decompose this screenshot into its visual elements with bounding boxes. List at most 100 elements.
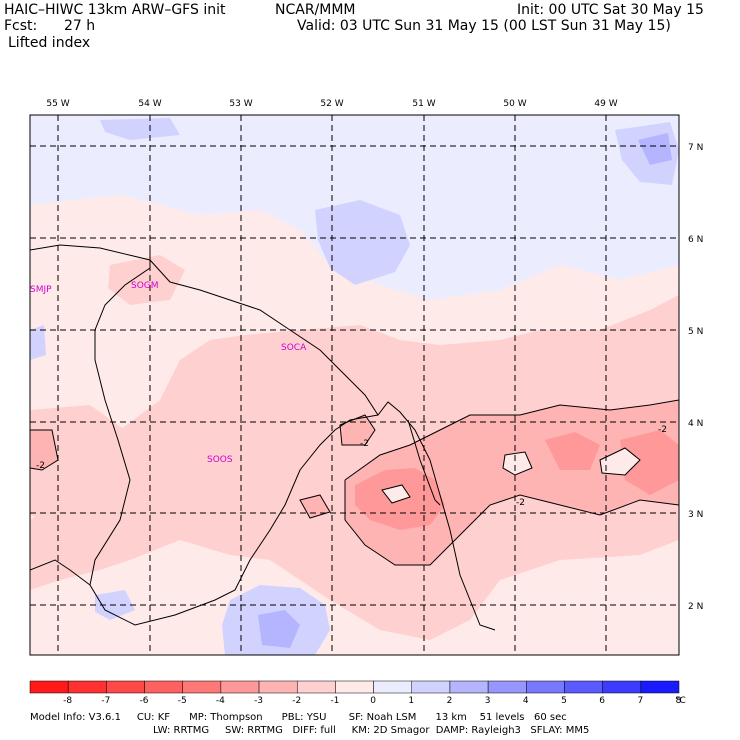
- lon-label: 49 W: [594, 99, 617, 109]
- river-oyapock: [407, 419, 441, 506]
- station-labels: SMJP SOGM SOCA SOOS: [30, 281, 307, 465]
- field-neg-1: [30, 295, 679, 640]
- forecast-hour: 27 h: [64, 18, 96, 34]
- colorbar-swatch: [67, 680, 107, 694]
- model-info-line2: LW: RRTMG SW: RRTMG DIFF: full KM: 2D Sm…: [153, 725, 590, 736]
- contour-label: -2: [516, 498, 525, 508]
- field-neg-3-core-b: [545, 432, 600, 470]
- lon-label: 50 W: [503, 99, 526, 109]
- map-field: [30, 115, 679, 655]
- lat-label: 6 N: [688, 235, 703, 245]
- colorbar-label: 1: [408, 696, 414, 706]
- field-pos-core-ne: [638, 133, 672, 165]
- colorbar-label: 2: [447, 696, 453, 706]
- init-time: Init: 00 UTC Sat 30 May 15: [517, 2, 704, 18]
- contour-label-group: -2 -2 -2 -2: [36, 425, 667, 508]
- colorbar-label: -8: [63, 696, 72, 706]
- colorbar-swatch: [602, 680, 642, 694]
- colorbar-label: -6: [140, 696, 149, 706]
- station-label: SMJP: [30, 285, 52, 295]
- station-label: SOOS: [207, 455, 233, 465]
- contour-small: [299, 494, 331, 519]
- contour-east-south: [344, 480, 679, 566]
- lat-label: 3 N: [688, 510, 703, 520]
- contour-lines: [30, 399, 679, 566]
- colorbar-label: 8: [676, 696, 682, 706]
- lon-label: 51 W: [412, 99, 435, 109]
- lat-label: 4 N: [688, 419, 703, 429]
- contour-hole-c: [381, 484, 411, 504]
- colorbar-swatch: [335, 680, 374, 694]
- lon-label: 53 W: [229, 99, 252, 109]
- colorbar-label: 4: [523, 696, 529, 706]
- field-neg-2-west: [30, 430, 58, 470]
- colorbar-label: 7: [637, 696, 643, 706]
- field-hole-a: [503, 452, 532, 475]
- lat-label: 5 N: [688, 327, 703, 337]
- graticule: [30, 115, 679, 655]
- forecast-label: Fcst:: [4, 18, 38, 34]
- model-title: HAIC–HIWC 13km ARW–GFS init: [4, 2, 226, 18]
- colorbar-label: -2: [292, 696, 301, 706]
- colorbar-swatch: [411, 680, 451, 694]
- map-frame: [29, 114, 680, 656]
- colorbar-label: 6: [599, 696, 605, 706]
- contour-coast: [339, 414, 376, 446]
- field-hole-b: [600, 448, 640, 475]
- colorbar-label: -5: [178, 696, 187, 706]
- field-name: Lifted index: [8, 35, 91, 51]
- station-label: SOCA: [281, 343, 307, 353]
- colorbar-swatch: [106, 680, 145, 694]
- field-neg-3-core-c: [620, 430, 679, 495]
- lon-label: 55 W: [46, 99, 69, 109]
- organization: NCAR/MMM: [275, 2, 356, 18]
- colorbar-swatch: [640, 680, 680, 694]
- station-label: SOGM: [131, 281, 159, 291]
- colorbar-swatch: [182, 680, 222, 694]
- valid-time: Valid: 03 UTC Sun 31 May 15 (00 LST Sun …: [297, 18, 671, 34]
- colorbar-swatch: [373, 680, 413, 694]
- colorbar-swatch: [29, 680, 69, 694]
- latitude-labels: 7 N 6 N 5 N 4 N 3 N 2 N: [688, 143, 703, 612]
- colorbar-swatch: [258, 680, 298, 694]
- longitude-labels: 55 W 54 W 53 W 52 W 51 W 50 W 49 W: [46, 99, 617, 109]
- field-neg-1-sogm: [108, 255, 185, 305]
- colorbar-swatch: [296, 680, 336, 694]
- colorbar-label: 0: [370, 696, 376, 706]
- colorbar-swatch: [220, 680, 260, 694]
- colorbar-swatch: [526, 680, 565, 694]
- colorbar-unit: °C: [675, 696, 686, 706]
- colorbar-label: -1: [330, 696, 339, 706]
- colorbar-label: -4: [216, 696, 225, 706]
- field-neg-2-small: [300, 495, 330, 518]
- colorbar-label: 3: [485, 696, 491, 706]
- contour-label: -2: [658, 425, 667, 435]
- contour-east-north: [344, 399, 679, 481]
- colorbar-label: -3: [254, 696, 263, 706]
- lat-label: 7 N: [688, 143, 703, 153]
- colorbar-swatch: [144, 680, 183, 694]
- field-pos-blob-center: [315, 200, 410, 285]
- colorbar: -8 -7 -6 -5 -4 -3 -2 -1 0 1 2 3 4 5 6 7 8°C: [29, 680, 686, 706]
- colorbar-swatch: [449, 680, 489, 694]
- contour-hole-b: [599, 447, 641, 476]
- colorbar-swatch: [487, 680, 527, 694]
- field-neg-1-west: [30, 405, 130, 530]
- colorbar-swatch: [564, 680, 603, 694]
- lon-label: 52 W: [320, 99, 343, 109]
- colorbar-label: 5: [561, 696, 567, 706]
- contour-label: -2: [36, 461, 45, 471]
- coastline: [30, 244, 496, 631]
- border-sw: [30, 559, 91, 586]
- contour-label: -2: [360, 439, 369, 449]
- model-info-line1: Model Info: V3.6.1 CU: KF MP: Thompson P…: [30, 712, 567, 723]
- contour-hole-a: [502, 451, 533, 476]
- field-pos-blob-w: [30, 325, 46, 360]
- lat-label: 2 N: [688, 602, 703, 612]
- field-pos-blob-nw: [100, 118, 180, 140]
- colorbar-label: -7: [101, 696, 110, 706]
- lon-label: 54 W: [138, 99, 161, 109]
- field-neg-2-coast: [340, 415, 375, 445]
- field-pos-core-south: [258, 610, 300, 648]
